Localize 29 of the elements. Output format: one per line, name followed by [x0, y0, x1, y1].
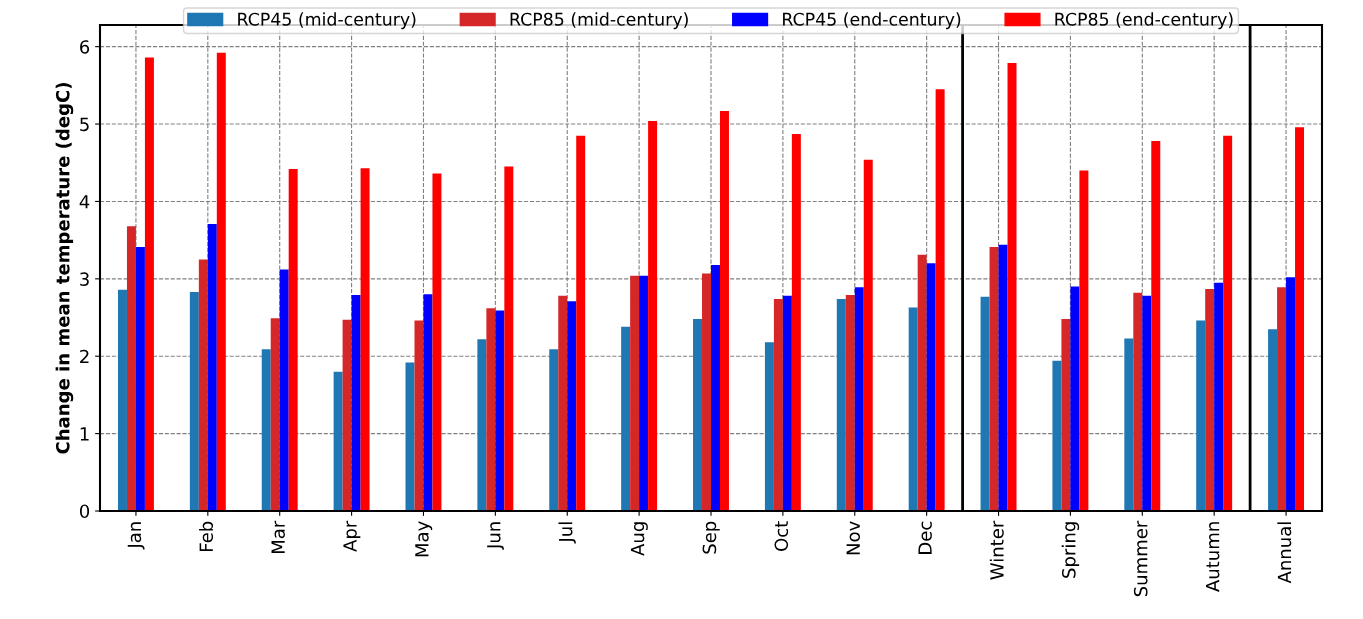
legend-label: RCP45 (mid-century)	[238, 12, 416, 30]
x-tick-label: Jun	[487, 522, 504, 550]
x-tick-label: Nov	[846, 521, 860, 555]
y-axis-title: Change in mean temperature (degC)	[55, 83, 74, 454]
y-tick-label: 5	[80, 117, 89, 132]
x-tick-label: Aug	[630, 522, 648, 556]
x-tick-label: Apr	[343, 520, 361, 552]
x-tick-label: Spring	[1061, 522, 1080, 578]
y-tick-label: 1	[80, 427, 89, 441]
y-tick-label: 3	[80, 272, 89, 286]
x-tick-label: Feb	[199, 521, 214, 551]
x-tick-label: Sep	[702, 521, 720, 554]
y-tick-label: 2	[80, 349, 89, 364]
x-tick-label: Oct	[774, 521, 789, 551]
x-tick-label: Winter	[989, 520, 1004, 580]
x-tick-label: Dec	[918, 521, 932, 554]
legend-label: RCP85 (end-century)	[1055, 12, 1233, 30]
x-tick-label: Annual	[1277, 522, 1292, 584]
legend-label: RCP45 (end-century)	[783, 12, 961, 30]
y-tick-label: 6	[80, 40, 90, 54]
y-tick-label: 4	[79, 195, 90, 209]
x-tick-label: Summer	[1133, 520, 1148, 597]
x-tick-label: Jan	[127, 522, 145, 550]
x-tick-label: Mar	[271, 520, 285, 554]
x-tick-label: Jul	[558, 522, 576, 544]
legend-label: RCP85 (mid-century)	[510, 12, 688, 30]
x-tick-label: May	[415, 521, 433, 557]
y-tick-label: 0	[79, 504, 90, 519]
x-tick-label: Autumn	[1206, 522, 1220, 592]
